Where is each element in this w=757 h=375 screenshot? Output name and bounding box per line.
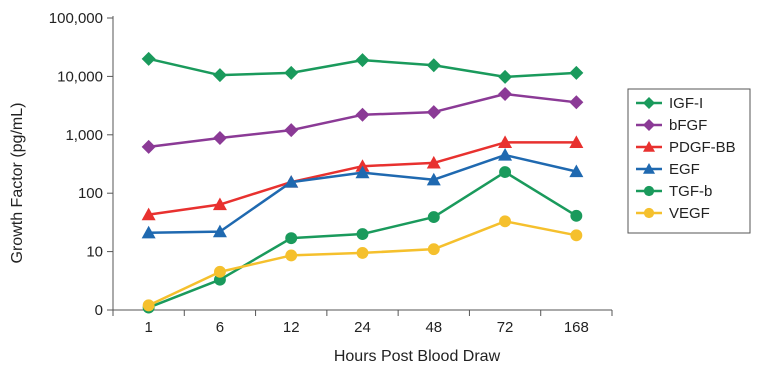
legend-marker	[643, 141, 655, 152]
data-point	[355, 165, 370, 179]
data-point	[498, 135, 513, 149]
legend-label: EGF	[669, 161, 700, 178]
data-point	[569, 164, 584, 178]
y-tick-label: 100	[78, 185, 103, 202]
series-tgf-b	[142, 166, 583, 314]
legend-item: EGF	[636, 161, 700, 178]
data-point	[426, 58, 441, 73]
series-group	[141, 51, 584, 314]
data-point	[212, 224, 227, 238]
legend-label: TGF-b	[669, 183, 712, 200]
data-point	[284, 123, 299, 138]
y-tick-label: 1,000	[65, 127, 103, 144]
data-point	[499, 215, 512, 228]
data-point	[569, 135, 584, 149]
series-igf-i	[141, 51, 584, 84]
data-point	[356, 246, 369, 259]
x-tick-label: 24	[354, 319, 371, 336]
data-point	[427, 211, 440, 224]
x-tick-label: 72	[497, 319, 514, 336]
data-point	[355, 53, 370, 68]
legend: IGF-I bFGF PDGF-BB EGF TGF-b VEGF	[627, 88, 751, 234]
data-point	[142, 299, 155, 312]
legend-marker	[643, 119, 655, 131]
data-point	[141, 139, 156, 154]
data-point	[213, 265, 226, 278]
series-bfgf	[141, 86, 584, 154]
data-point	[212, 131, 227, 146]
data-point	[141, 51, 156, 66]
data-point	[212, 68, 227, 83]
series-egf	[141, 148, 584, 239]
y-tick-label: 10	[86, 244, 103, 261]
legend-marker	[643, 163, 655, 174]
legend-item: PDGF-BB	[636, 139, 736, 156]
data-point	[426, 105, 441, 120]
legend-label: VEGF	[669, 205, 710, 222]
legend-label: PDGF-BB	[669, 139, 736, 156]
legend-label: IGF-I	[669, 95, 703, 112]
legend-item: VEGF	[636, 205, 710, 222]
x-tick-label: 168	[564, 319, 589, 336]
y-tick-label: 0	[95, 302, 103, 319]
data-point	[569, 65, 584, 80]
x-tick-label: 48	[425, 319, 442, 336]
tick-labels: 0 10 100 1,000 10,000 100,000 1 6 12 24 48 72 168	[49, 10, 589, 336]
data-point	[141, 225, 156, 239]
data-point	[498, 69, 513, 84]
y-tick-label: 100,000	[49, 10, 103, 27]
x-tick-label: 12	[283, 319, 300, 336]
data-point	[499, 166, 512, 179]
data-point	[141, 207, 156, 221]
y-axis-title: Growth Factor (pg/mL)	[9, 103, 26, 264]
legend-item: bFGF	[636, 117, 707, 134]
data-point	[570, 229, 583, 242]
data-point	[285, 249, 298, 262]
data-point	[284, 175, 299, 188]
data-point	[426, 155, 441, 169]
y-tick-label: 10,000	[57, 68, 103, 85]
legend-label: bFGF	[669, 117, 707, 134]
legend-item: IGF-I	[636, 95, 703, 112]
data-point	[356, 228, 369, 240]
data-point	[426, 172, 441, 186]
data-point	[570, 209, 583, 222]
data-point	[498, 148, 513, 161]
data-point	[285, 232, 298, 245]
x-tick-label: 1	[144, 319, 152, 336]
data-point	[427, 243, 440, 256]
data-point	[355, 107, 370, 122]
legend-item: TGF-b	[636, 183, 712, 200]
legend-marker	[643, 207, 655, 219]
legend-marker	[643, 97, 655, 109]
data-point	[569, 95, 584, 110]
data-point	[212, 197, 227, 211]
data-point	[498, 86, 513, 101]
data-point	[284, 65, 299, 80]
series-line	[148, 141, 577, 216]
axes	[107, 16, 613, 316]
data-point	[355, 159, 370, 172]
x-tick-label: 6	[216, 319, 224, 336]
legend-marker	[643, 185, 655, 197]
series-vegf	[142, 215, 583, 312]
x-axis-title: Hours Post Blood Draw	[334, 348, 501, 365]
